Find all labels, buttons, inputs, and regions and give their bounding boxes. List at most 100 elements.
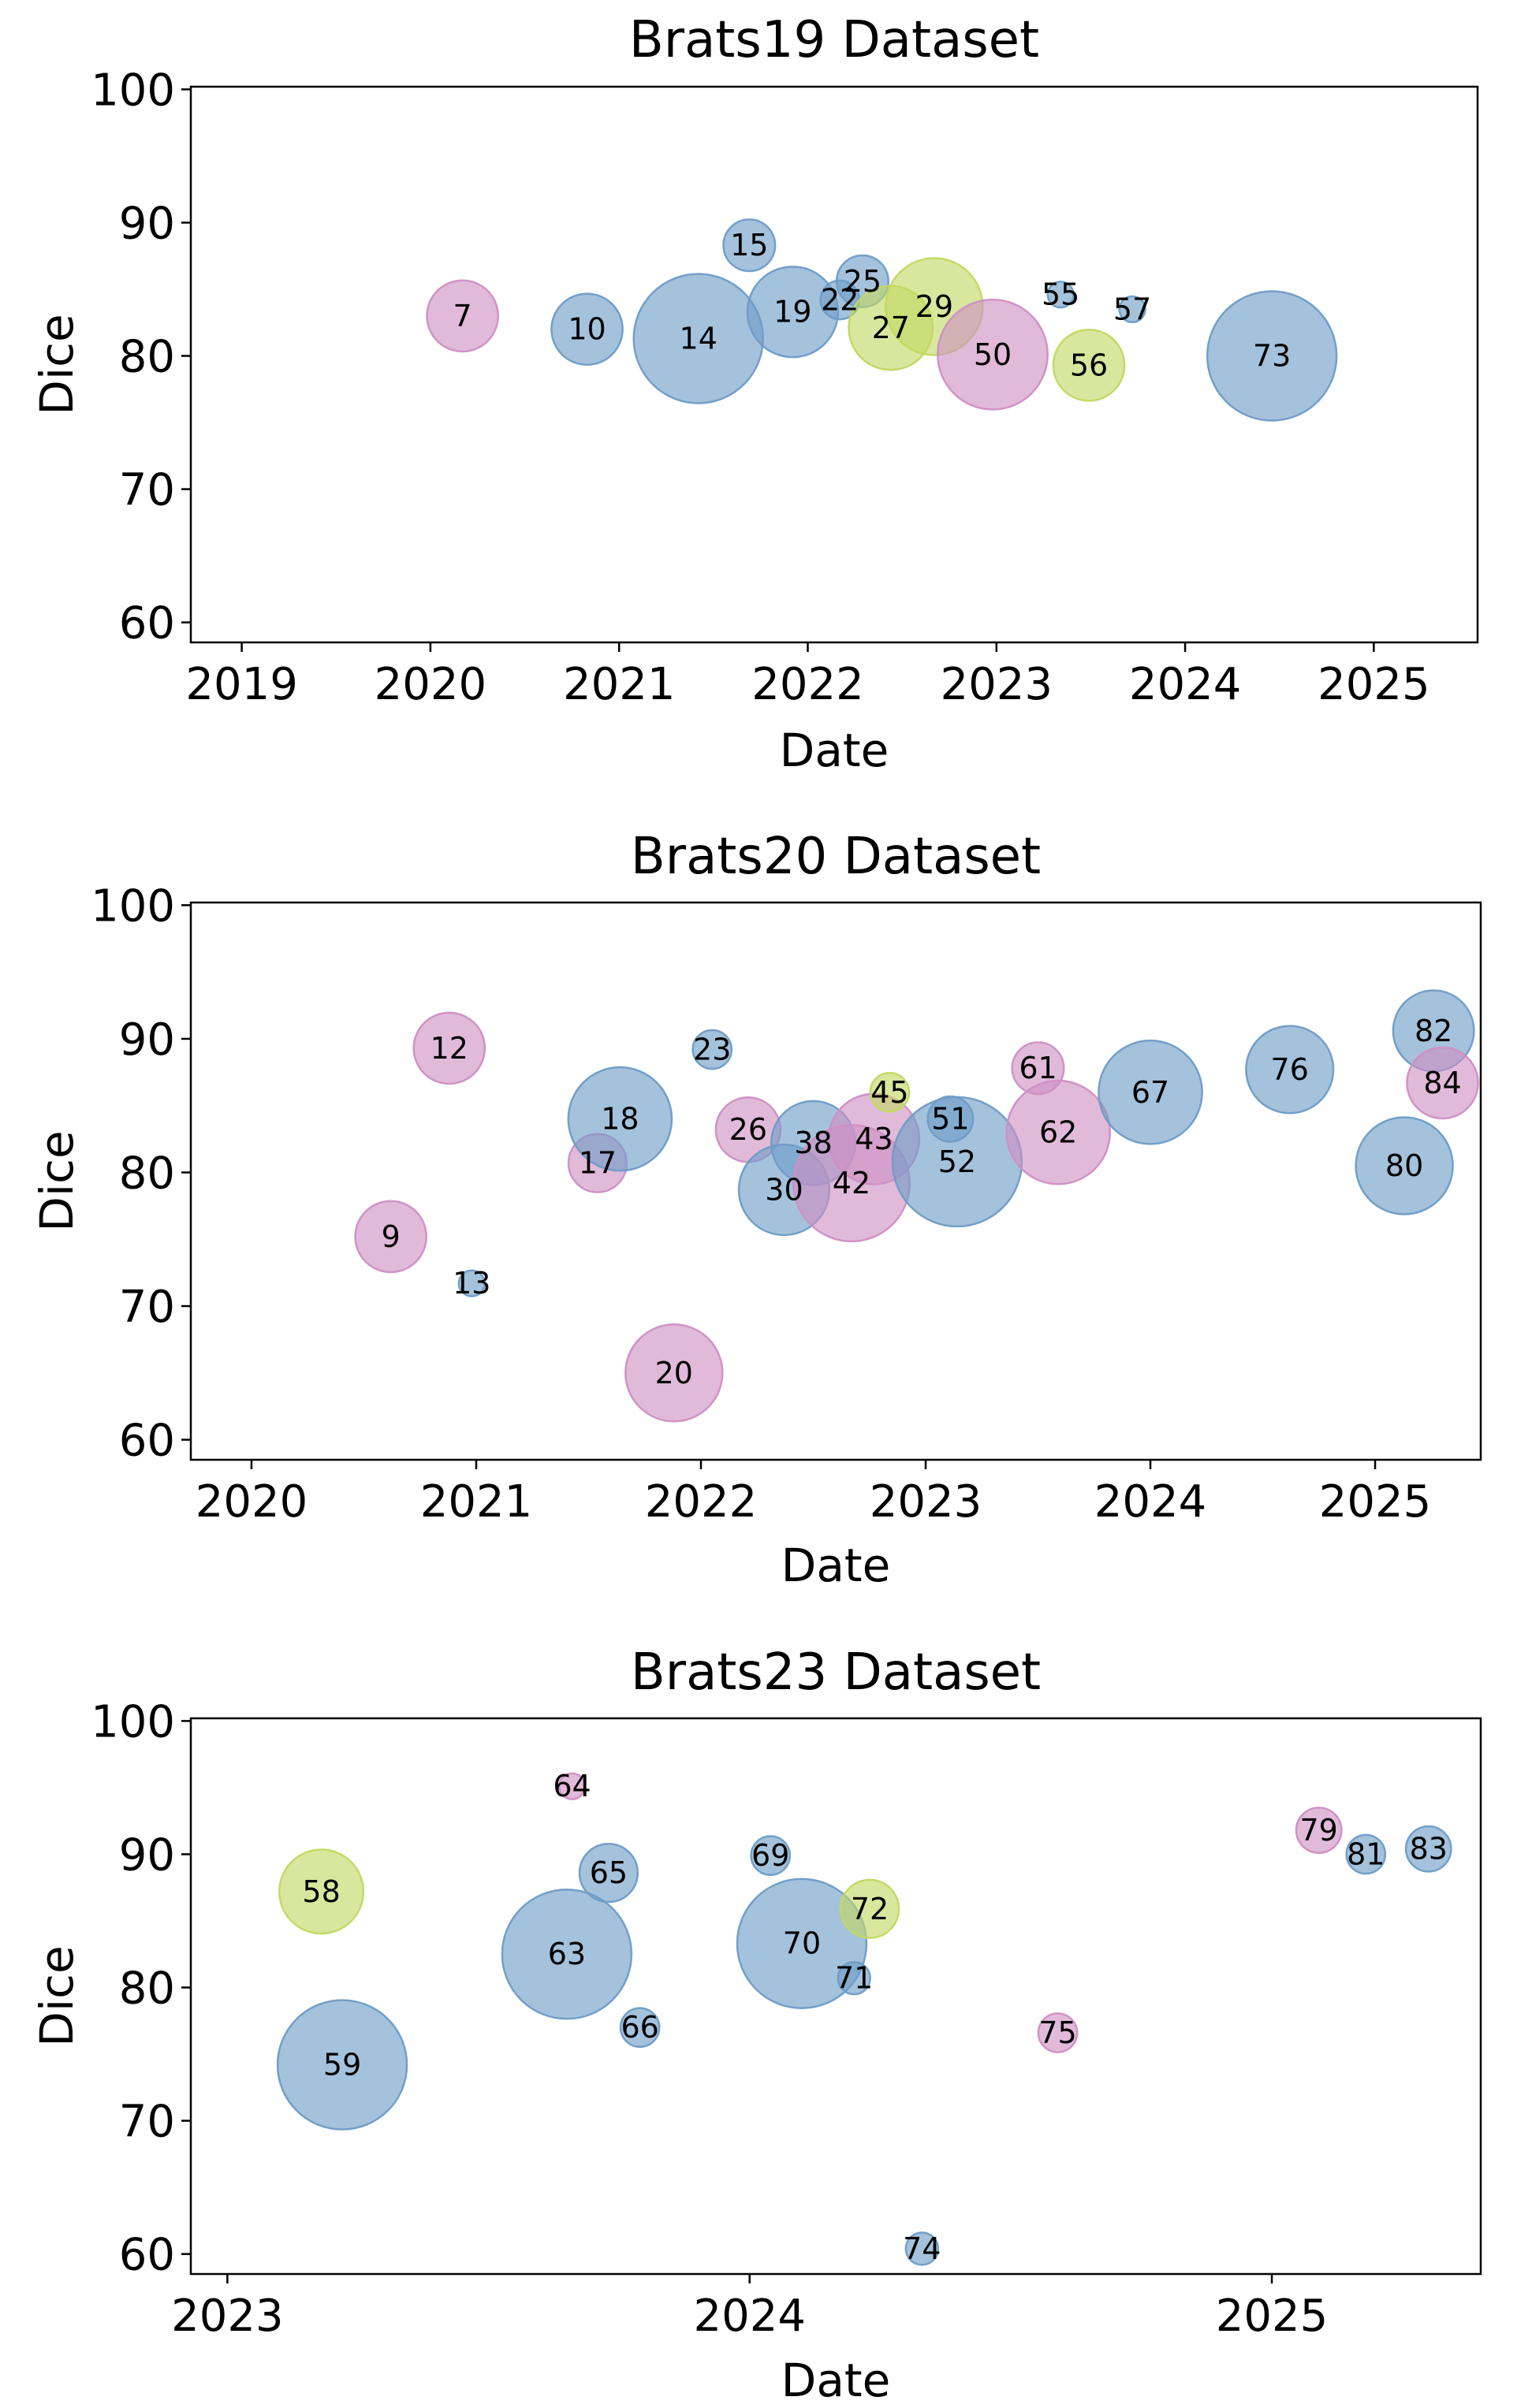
bubble-10 xyxy=(550,292,624,367)
x-axis-label: Date xyxy=(781,2354,891,2407)
bubble-label-62: 62 xyxy=(1039,1115,1077,1150)
bubble-label-22: 22 xyxy=(821,283,859,318)
bubble-83 xyxy=(1404,1825,1452,1873)
bubble-65 xyxy=(578,1842,639,1904)
bubble-66 xyxy=(619,2007,661,2049)
bubble-23 xyxy=(691,1029,733,1070)
y-axis-label: Dice xyxy=(30,1130,84,1231)
bubble-73 xyxy=(1206,290,1338,422)
x-tick-label: 2020 xyxy=(375,659,487,710)
bubble-12 xyxy=(412,1011,486,1085)
x-axis-label: Date xyxy=(780,724,889,777)
bubble-label-66: 66 xyxy=(621,2010,658,2045)
y-tick-label: 100 xyxy=(91,65,175,116)
bubble-20 xyxy=(624,1323,724,1423)
bubble-84 xyxy=(1406,1046,1479,1120)
bubble-72 xyxy=(839,1878,900,1939)
bubble-63 xyxy=(501,1888,633,2020)
bubble-label-58: 58 xyxy=(302,1874,340,1909)
bubble-label-67: 67 xyxy=(1131,1075,1169,1110)
x-tick-label: 2024 xyxy=(693,2291,806,2342)
bubble-label-76: 76 xyxy=(1271,1052,1309,1087)
x-tick-label: 2019 xyxy=(185,659,298,710)
bubble-label-52: 52 xyxy=(938,1144,976,1179)
bubble-layer: 58 59 63 64 65 66 69 70 71 72 74 75 79 81 83 xyxy=(276,1769,1452,2266)
bubble-label-83: 83 xyxy=(1410,1832,1448,1866)
x-axis-label: Date xyxy=(781,1539,891,1592)
bubble-label-70: 70 xyxy=(783,1926,821,1961)
bubble-label-20: 20 xyxy=(655,1356,693,1390)
x-tick-label: 2020 xyxy=(196,1476,308,1528)
bubble-7 xyxy=(426,279,499,353)
x-tick-label: 2024 xyxy=(1094,1476,1207,1528)
bubble-label-9: 9 xyxy=(382,1219,401,1254)
plot-frame xyxy=(189,85,1479,644)
y-tick-label: 70 xyxy=(119,2097,175,2148)
y-axis-label: Dice xyxy=(30,1945,84,2046)
bubble-55 xyxy=(1046,281,1075,309)
bubble-label-51: 51 xyxy=(931,1102,969,1137)
bubble-64 xyxy=(557,1772,587,1800)
chart-title: Brats20 Dataset xyxy=(631,828,1041,886)
bubble-15 xyxy=(722,218,777,273)
bubble-label-38: 38 xyxy=(794,1126,832,1160)
bubble-label-18: 18 xyxy=(601,1102,639,1137)
bubble-57 xyxy=(1118,295,1146,323)
bubble-label-84: 84 xyxy=(1423,1066,1461,1100)
bubble-label-80: 80 xyxy=(1385,1148,1423,1183)
bubble-label-82: 82 xyxy=(1414,1014,1452,1048)
bubble-59 xyxy=(276,1999,408,2131)
y-tick-label: 60 xyxy=(119,598,175,649)
bubble-label-14: 14 xyxy=(680,322,718,356)
x-tick-label: 2022 xyxy=(645,1476,758,1528)
bubble-label-63: 63 xyxy=(548,1937,586,1971)
bubble-label-43: 43 xyxy=(855,1122,893,1156)
y-tick-label: 100 xyxy=(91,880,175,932)
bubble-label-81: 81 xyxy=(1347,1837,1385,1871)
bubble-67 xyxy=(1098,1039,1203,1145)
y-tick-label: 70 xyxy=(119,1282,175,1333)
bubble-label-65: 65 xyxy=(590,1855,628,1890)
x-tick-label: 2025 xyxy=(1318,659,1430,710)
bubble-label-45: 45 xyxy=(870,1075,908,1110)
x-tick-label: 2021 xyxy=(563,659,676,710)
bubble-56 xyxy=(1052,328,1126,402)
bubble-label-29: 29 xyxy=(915,289,953,324)
y-tick-label: 80 xyxy=(119,1963,175,2015)
y-tick-label: 90 xyxy=(119,1829,175,1881)
bubble-13 xyxy=(457,1269,486,1297)
bubble-label-50: 50 xyxy=(974,337,1012,372)
bubble-50 xyxy=(937,298,1049,411)
bubble-label-69: 69 xyxy=(751,1838,789,1873)
bubble-label-26: 26 xyxy=(729,1112,767,1147)
bubble-58 xyxy=(278,1848,365,1935)
y-tick-label: 70 xyxy=(119,465,175,516)
bubble-label-7: 7 xyxy=(453,299,472,333)
bubble-70 xyxy=(736,1878,868,2009)
x-tick-label: 2025 xyxy=(1216,2291,1329,2342)
bubble-69 xyxy=(750,1835,792,1876)
x-tick-label: 2025 xyxy=(1319,1476,1432,1528)
x-tick-label: 2023 xyxy=(941,659,1053,710)
bubble-18 xyxy=(567,1066,673,1172)
bubble-label-79: 79 xyxy=(1299,1813,1337,1848)
bubble-label-64: 64 xyxy=(553,1769,591,1803)
y-tick-label: 100 xyxy=(91,1696,175,1747)
bubble-75 xyxy=(1037,2012,1079,2053)
bubble-45 xyxy=(869,1071,911,1113)
bubble-label-30: 30 xyxy=(765,1173,803,1208)
bubble-74 xyxy=(904,2231,940,2266)
bubble-label-55: 55 xyxy=(1042,277,1079,312)
y-tick-label: 80 xyxy=(119,1148,175,1199)
plot-frame xyxy=(189,901,1482,1461)
bubble-label-23: 23 xyxy=(693,1032,731,1066)
x-tick-label: 2024 xyxy=(1129,659,1242,710)
y-tick-label: 60 xyxy=(119,1416,175,1467)
bubble-9 xyxy=(354,1200,428,1274)
bubble-label-59: 59 xyxy=(323,2048,361,2082)
bubble-81 xyxy=(1345,1833,1387,1875)
bubble-label-61: 61 xyxy=(1019,1051,1057,1085)
